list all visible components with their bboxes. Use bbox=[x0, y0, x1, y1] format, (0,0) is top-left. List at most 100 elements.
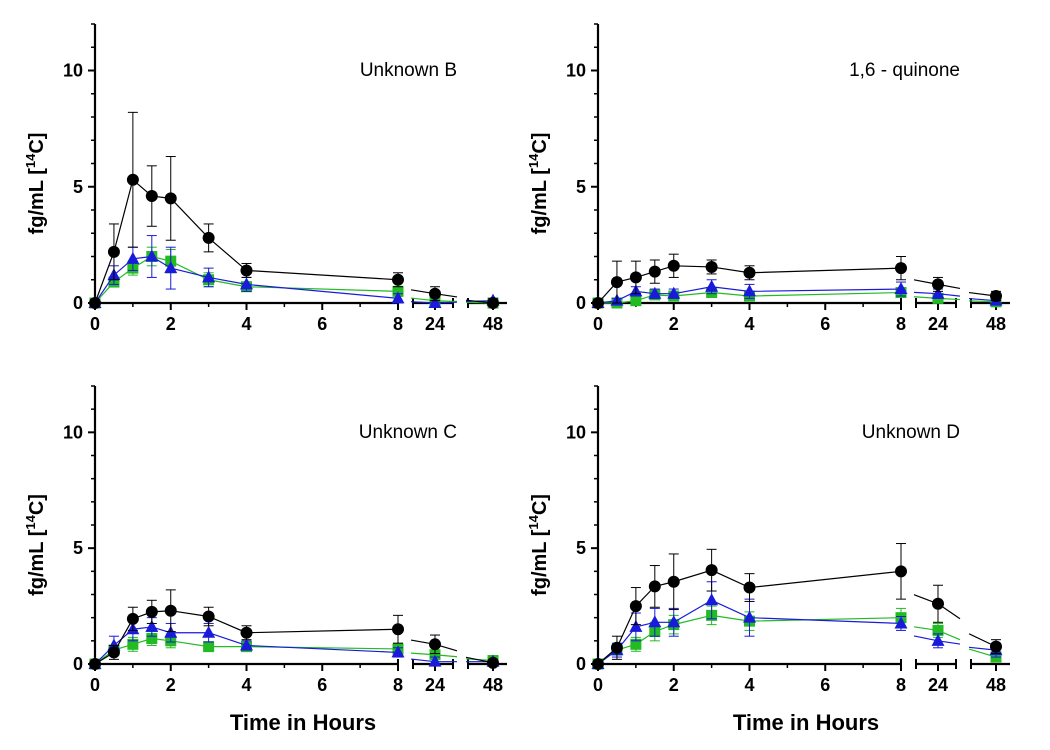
data-point-black bbox=[202, 610, 215, 623]
data-point-black bbox=[89, 297, 101, 309]
x-tick-label: 48 bbox=[986, 675, 1006, 695]
x-tick-label: 24 bbox=[928, 314, 948, 334]
data-point-blue bbox=[743, 610, 756, 623]
series-line-black bbox=[597, 569, 902, 665]
x-tick-label: 0 bbox=[593, 675, 603, 695]
data-point-black bbox=[145, 190, 158, 203]
x-tick-label: 2 bbox=[669, 314, 679, 334]
y-label-text: C] bbox=[26, 494, 48, 515]
data-point-black bbox=[429, 287, 441, 300]
x-tick-label: 8 bbox=[896, 314, 906, 334]
data-point-black bbox=[392, 273, 404, 286]
x-tick-label: 48 bbox=[483, 675, 503, 695]
x-tick-label: 0 bbox=[593, 314, 603, 334]
x-tick-label: 2 bbox=[166, 675, 176, 695]
x-tick-label: 48 bbox=[483, 314, 503, 334]
x-tick-label: 48 bbox=[986, 314, 1006, 334]
data-point-blue bbox=[705, 279, 719, 292]
y-tick-label: 10 bbox=[566, 61, 586, 81]
data-point-black bbox=[107, 245, 120, 258]
data-point-black bbox=[592, 658, 604, 670]
x-tick-label: 0 bbox=[90, 314, 100, 334]
data-point-green bbox=[932, 624, 944, 636]
data-point-black bbox=[107, 646, 120, 659]
y-label-text: C] bbox=[529, 494, 551, 515]
y-axis-label: fg/mL [14C] bbox=[23, 494, 48, 596]
series-line-blue bbox=[94, 255, 399, 304]
series-line-blue bbox=[94, 626, 399, 665]
data-point-black bbox=[89, 658, 101, 670]
data-point-blue bbox=[894, 282, 908, 295]
data-point-black bbox=[202, 231, 215, 244]
y-axis-label: fg/mL [14C] bbox=[526, 494, 551, 596]
data-point-black bbox=[610, 276, 623, 289]
data-point-blue bbox=[202, 270, 216, 283]
data-point-blue bbox=[126, 251, 140, 264]
data-point-black bbox=[990, 290, 1002, 303]
data-point-black bbox=[164, 604, 177, 617]
data-point-black bbox=[164, 192, 177, 205]
data-point-black bbox=[240, 626, 253, 639]
x-tick-label: 6 bbox=[317, 675, 327, 695]
data-point-blue bbox=[931, 286, 945, 299]
data-point-black bbox=[145, 605, 158, 618]
data-point-blue bbox=[648, 615, 662, 628]
y-tick-label: 0 bbox=[73, 293, 83, 313]
x-tick-label: 2 bbox=[669, 675, 679, 695]
data-point-black bbox=[990, 640, 1002, 653]
data-point-blue bbox=[667, 615, 681, 628]
x-tick-label: 8 bbox=[896, 675, 906, 695]
x-tick-label: 24 bbox=[928, 675, 948, 695]
data-point-blue bbox=[667, 286, 681, 299]
x-tick-label: 0 bbox=[90, 675, 100, 695]
y-tick-label: 0 bbox=[576, 293, 586, 313]
data-point-blue bbox=[145, 249, 159, 262]
y-label-superscript: 14 bbox=[23, 153, 38, 168]
data-point-green bbox=[203, 641, 215, 653]
series-black bbox=[89, 589, 499, 670]
y-label-text: fg/mL [ bbox=[26, 168, 48, 235]
series-line-blue bbox=[913, 635, 939, 642]
data-point-blue bbox=[428, 296, 442, 308]
y-tick-label: 0 bbox=[576, 654, 586, 674]
data-point-black bbox=[667, 575, 680, 588]
series-line-blue bbox=[410, 658, 436, 663]
x-tick-label: 4 bbox=[744, 314, 754, 334]
data-point-black bbox=[667, 259, 680, 272]
data-point-blue bbox=[240, 277, 253, 290]
y-label-text: fg/mL [ bbox=[529, 168, 551, 235]
data-point-black bbox=[895, 565, 907, 578]
x-tick-label: 4 bbox=[744, 675, 754, 695]
data-point-black bbox=[610, 641, 623, 654]
y-label-superscript: 14 bbox=[526, 514, 541, 529]
series-black bbox=[89, 111, 499, 309]
y-tick-label: 10 bbox=[566, 422, 586, 442]
series-line-blue bbox=[913, 291, 939, 295]
data-point-green bbox=[127, 638, 139, 650]
y-tick-label: 10 bbox=[63, 422, 83, 442]
data-point-black bbox=[629, 271, 642, 284]
data-point-blue bbox=[391, 645, 405, 658]
data-point-black bbox=[932, 597, 944, 610]
data-point-black bbox=[592, 297, 604, 309]
panel-title: 1,6 - quinone bbox=[849, 60, 960, 81]
data-point-black bbox=[429, 638, 441, 651]
data-point-black bbox=[895, 262, 907, 275]
series-line-black bbox=[94, 610, 399, 665]
y-label-superscript: 14 bbox=[526, 153, 541, 168]
data-point-black bbox=[743, 266, 756, 279]
data-point-blue bbox=[164, 261, 178, 274]
data-point-black bbox=[648, 580, 661, 593]
y-tick-label: 5 bbox=[576, 177, 586, 197]
y-label-text: fg/mL [ bbox=[26, 529, 48, 596]
x-axis-label: Time in Hours bbox=[230, 710, 376, 735]
data-point-black bbox=[487, 656, 499, 669]
x-tick-label: 6 bbox=[820, 675, 830, 695]
panel-title: Unknown C bbox=[359, 422, 457, 443]
x-axis-label: Time in Hours bbox=[733, 710, 879, 735]
x-tick-label: 8 bbox=[393, 675, 403, 695]
y-label-text: C] bbox=[529, 133, 551, 154]
